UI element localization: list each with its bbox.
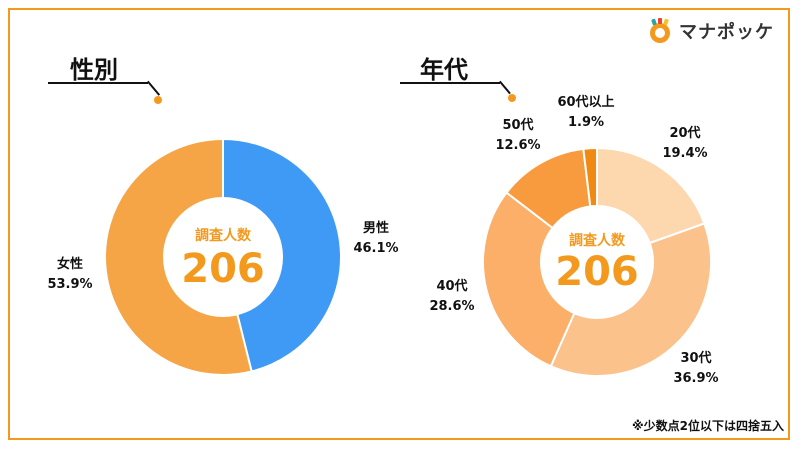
- center-value: 206: [555, 249, 639, 295]
- section-title-gender: 性別: [70, 56, 118, 84]
- slice-value-label: 19.4%: [662, 146, 707, 161]
- title-dot: [508, 94, 516, 102]
- center-caption: 調査人数: [195, 227, 252, 244]
- slice-label: 男性: [363, 220, 389, 236]
- slice-40代: [482, 191, 599, 368]
- slice-label: 20代: [669, 125, 700, 141]
- brand-logo: マナポッケ: [647, 18, 774, 44]
- slice-value-label: 12.6%: [495, 138, 540, 153]
- slice-value-label: 28.6%: [429, 299, 474, 314]
- slice-value-label: 1.9%: [568, 115, 604, 130]
- slice-label: 50代: [502, 117, 533, 133]
- title-underline: [400, 82, 500, 84]
- slice-label: 30代: [680, 350, 711, 366]
- brand-name: マナポッケ: [679, 22, 774, 43]
- slice-label: 60代以上: [557, 94, 614, 110]
- donut-hole: [540, 205, 654, 319]
- donut-hole: [163, 197, 283, 317]
- slice-label: 女性: [57, 256, 83, 272]
- footnote: ※少数点2位以下は四捨五入: [631, 419, 784, 433]
- center-caption: 調査人数: [569, 232, 626, 249]
- section-title-age: 年代: [420, 56, 468, 84]
- slice-value-label: 53.9%: [47, 277, 92, 292]
- logo-icon: [650, 18, 670, 43]
- title-dot: [154, 96, 162, 104]
- slice-value-label: 46.1%: [353, 241, 398, 256]
- title-underline: [48, 82, 148, 84]
- center-value: 206: [181, 246, 265, 292]
- slice-value-label: 36.9%: [673, 371, 718, 386]
- slice-label: 40代: [436, 278, 467, 294]
